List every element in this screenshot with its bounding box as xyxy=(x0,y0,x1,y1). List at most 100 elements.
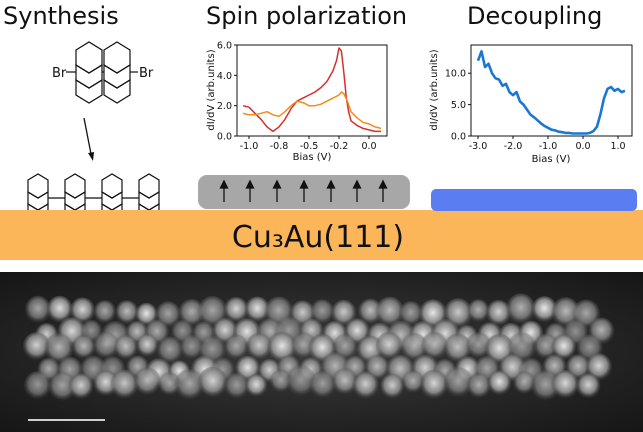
chart-ylabel: dI/dV (arb.units) xyxy=(429,49,440,130)
y-tick-label: 5.0 xyxy=(451,100,466,111)
stm-blob xyxy=(223,297,249,323)
chart-xlabel: Bias (V) xyxy=(293,152,332,163)
x-tick-label: 1.0 xyxy=(610,141,625,152)
chart-frame xyxy=(470,44,633,137)
stm-blob xyxy=(331,368,358,396)
stm-blob xyxy=(533,333,559,360)
stm-blob xyxy=(72,334,96,360)
spin-arrows xyxy=(219,179,388,202)
chart-frame xyxy=(236,44,388,137)
stm-blob xyxy=(401,370,425,394)
decoupling-dIdV-chart: 0.0 5.0 10.0 -3.0 -2.0 -1.0 0.0 1.0 Bias (V) d… xyxy=(429,44,633,165)
y-tick-label: 0.0 xyxy=(217,132,232,143)
stm-blob xyxy=(133,367,161,396)
y-tick-label: 2.0 xyxy=(217,101,232,112)
x-tick-label: -0.2 xyxy=(330,141,349,152)
y-tick-label: 10.0 xyxy=(445,69,466,80)
stm-blob xyxy=(309,370,336,399)
y-tick-label: 0.0 xyxy=(451,132,466,143)
stm-blob xyxy=(174,369,205,401)
stm-blob xyxy=(420,369,448,400)
header-spin-polarization: Spin polarization xyxy=(206,2,408,30)
stm-blob xyxy=(69,297,95,324)
series-line-1 xyxy=(242,91,382,130)
x-tick-label: -1.0 xyxy=(539,141,558,152)
stm-blob xyxy=(22,332,50,361)
x-tick-label: 0.0 xyxy=(361,141,376,152)
stm-blob xyxy=(531,296,558,323)
stm-blob xyxy=(245,373,268,398)
stm-molecule-features xyxy=(22,293,615,402)
spin-dIdV-chart: 0.0 2.0 4.0 6.0 -1.0 -0.8 -0.5 -0.2 0.0 Bias (V… xyxy=(206,41,388,163)
stm-blob xyxy=(46,295,73,324)
chart-ylabel: dI/dV (arb.units) xyxy=(206,49,217,130)
x-ticks: -1.0 -0.8 -0.5 -0.2 0.0 xyxy=(240,136,377,152)
anthracene-right xyxy=(103,41,131,104)
stm-blob xyxy=(115,300,139,325)
stm-blob xyxy=(158,372,181,396)
anthracene-left xyxy=(75,41,103,104)
stm-blob xyxy=(246,332,273,360)
scheme-figure: Br Br Cu₃Au(111) xyxy=(0,41,643,260)
header-synthesis: Synthesis xyxy=(3,2,119,30)
stm-blob xyxy=(310,299,335,325)
stm-blob xyxy=(331,299,357,327)
stm-blob xyxy=(398,301,423,326)
stm-blob xyxy=(551,369,579,399)
stm-blob xyxy=(375,331,403,360)
stm-blob xyxy=(467,299,490,323)
x-tick-label: -2.0 xyxy=(504,141,523,152)
y-tick-label: 6.0 xyxy=(217,41,232,52)
stm-blob xyxy=(443,333,472,363)
stm-blob xyxy=(179,334,204,360)
stm-blob xyxy=(269,369,292,393)
y-ticks: 0.0 2.0 4.0 6.0 xyxy=(217,41,237,143)
stm-blob xyxy=(352,371,379,400)
stm-blob xyxy=(113,334,138,360)
stm-blob xyxy=(576,373,601,399)
stm-blob xyxy=(443,367,473,398)
stm-blob xyxy=(178,299,205,327)
stm-blob xyxy=(466,332,492,359)
bromine-left-label: Br xyxy=(52,66,67,81)
stm-blob xyxy=(487,370,512,396)
stm-blob xyxy=(506,293,536,325)
x-tick-label: -0.5 xyxy=(300,141,319,152)
bromine-right-label: Br xyxy=(139,66,154,81)
y-ticks: 0.0 5.0 10.0 xyxy=(445,69,471,143)
x-tick-label: -1.0 xyxy=(240,141,259,152)
header-decoupling: Decoupling xyxy=(467,2,603,30)
synthesis-arrow xyxy=(83,117,94,161)
series-line-0 xyxy=(242,47,381,133)
stm-blob xyxy=(224,372,250,400)
x-tick-label: 0.0 xyxy=(575,141,590,152)
stm-blob xyxy=(358,298,383,325)
x-ticks: -3.0 -2.0 -1.0 0.0 1.0 xyxy=(469,136,626,152)
stm-blob xyxy=(513,371,536,395)
stm-blob xyxy=(92,331,120,360)
precursor-molecule xyxy=(66,41,138,104)
stm-blob xyxy=(224,334,249,360)
stm-blob xyxy=(44,333,74,364)
stm-blob xyxy=(380,373,405,400)
series-line-0 xyxy=(476,49,626,135)
stm-blob xyxy=(267,331,297,363)
stm-blob xyxy=(244,296,270,323)
stm-blob xyxy=(375,296,405,327)
stm-blob xyxy=(23,371,52,401)
y-tick-label: 4.0 xyxy=(217,71,232,82)
stm-image xyxy=(0,272,643,432)
stm-blob xyxy=(466,373,492,399)
series-layer xyxy=(476,49,626,135)
substrate-label: Cu₃Au(111) xyxy=(232,220,404,255)
x-tick-label: -3.0 xyxy=(469,141,488,152)
stm-blob xyxy=(48,371,77,402)
stm-blob xyxy=(24,295,52,324)
stm-blob xyxy=(156,336,183,365)
stm-blob xyxy=(197,366,228,398)
x-tick-label: -0.8 xyxy=(270,141,289,152)
substrate-slab xyxy=(0,210,643,260)
stm-blob xyxy=(110,369,139,400)
stm-blob xyxy=(68,373,94,400)
series-layer xyxy=(242,47,382,133)
